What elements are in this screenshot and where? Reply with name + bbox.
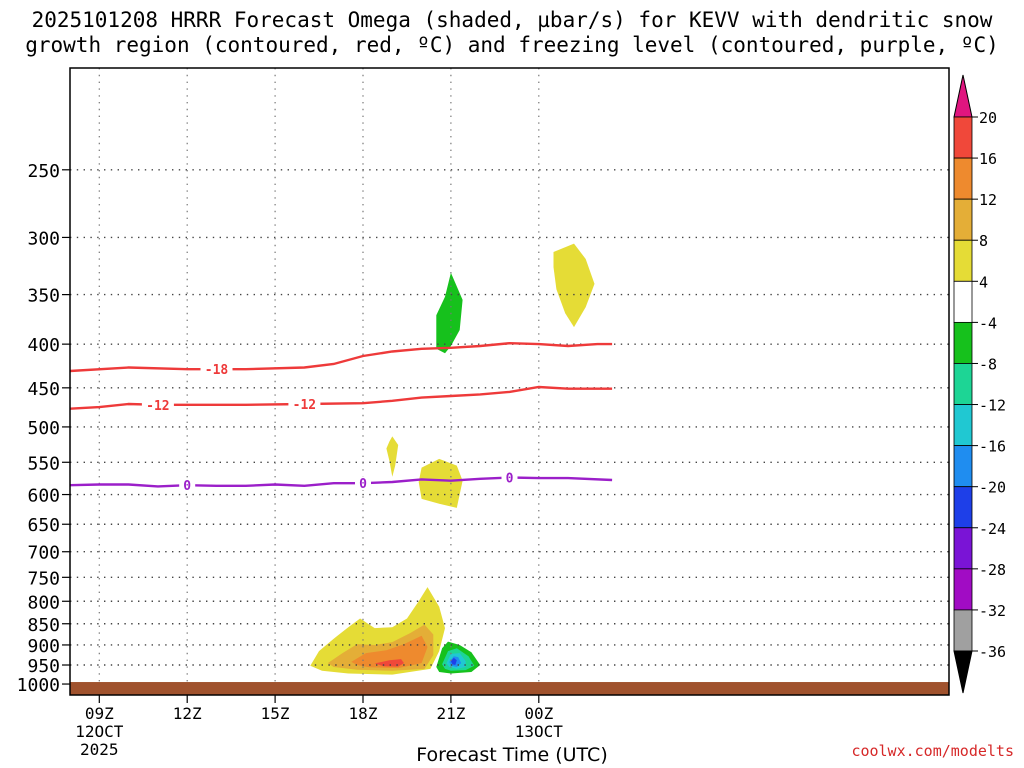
y-tick-label-750: 750 bbox=[27, 568, 60, 589]
x-tick-label-9-1: 12OCT bbox=[75, 722, 124, 741]
contour-label-bg--12C-0 bbox=[141, 397, 174, 412]
contour-label-0C-0: 0 bbox=[183, 479, 191, 494]
colorbar-segment-1 bbox=[953, 157, 973, 200]
colorbar-label-7: -12 bbox=[979, 397, 1006, 415]
colorbar-segment-6 bbox=[953, 363, 973, 405]
y-tick-label-950: 950 bbox=[27, 656, 60, 677]
y-tick-label-450: 450 bbox=[27, 379, 60, 400]
contour-label-bg-0C-0 bbox=[179, 478, 196, 493]
ground-surface bbox=[70, 682, 949, 695]
y-tick-label-1000: 1000 bbox=[17, 675, 60, 696]
colorbar-label-4: 4 bbox=[979, 273, 988, 291]
y-tick-label-800: 800 bbox=[27, 592, 60, 613]
colorbar-label-11: -28 bbox=[979, 561, 1006, 579]
y-tick-label-300: 300 bbox=[27, 228, 60, 249]
x-tick-label-24-1: 13OCT bbox=[515, 722, 564, 741]
y-tick-label-650: 650 bbox=[27, 515, 60, 536]
colorbar-segment-12 bbox=[953, 609, 973, 652]
colorbar-label-9: -20 bbox=[979, 479, 1006, 497]
colorbar-segment-8 bbox=[953, 445, 973, 488]
colorbar-label-2: 12 bbox=[979, 191, 997, 209]
colorbar-segment-2 bbox=[953, 198, 973, 241]
x-tick-label-21-0: 21Z bbox=[436, 704, 465, 723]
colorbar-label-6: -8 bbox=[979, 355, 997, 373]
colorbar-label-12: -32 bbox=[979, 602, 1006, 620]
colorbar-label-10: -24 bbox=[979, 520, 1006, 538]
x-tick-label-9-2: 2025 bbox=[80, 740, 119, 759]
contour-label-bg--12C-1 bbox=[288, 396, 321, 411]
y-tick-label-500: 500 bbox=[27, 418, 60, 439]
contour-label-0C-2: 0 bbox=[506, 471, 514, 486]
colorbar-segment-4 bbox=[953, 280, 973, 323]
omega-region-3 bbox=[418, 458, 463, 508]
x-axis-label: Forecast Time (UTC) bbox=[416, 744, 608, 766]
y-tick-label-250: 250 bbox=[27, 161, 60, 182]
contour-label--12C-1: -12 bbox=[293, 398, 316, 413]
colorbar-segment-7 bbox=[953, 404, 973, 447]
colorbar-segment-0 bbox=[953, 116, 973, 159]
colorbar-segment-9 bbox=[953, 486, 973, 529]
colorbar-label-3: 8 bbox=[979, 232, 988, 250]
y-tick-label-700: 700 bbox=[27, 543, 60, 564]
plot-frame bbox=[69, 67, 950, 696]
colorbar-label-1: 16 bbox=[979, 150, 997, 168]
omega-region-2 bbox=[386, 436, 399, 477]
contour--18C bbox=[70, 341, 613, 373]
colorbar-bottom-arrow bbox=[953, 650, 973, 694]
colorbar-segment-10 bbox=[953, 527, 973, 570]
colorbar-segment-11 bbox=[953, 568, 973, 611]
colorbar-label-0: 20 bbox=[979, 109, 997, 127]
contour-0C bbox=[70, 476, 613, 488]
contour-label-bg-0C-2 bbox=[501, 470, 518, 485]
colorbar-label-5: -4 bbox=[979, 314, 997, 332]
contour-label--18C-0: -18 bbox=[205, 363, 229, 378]
omega-region-1 bbox=[436, 272, 463, 354]
site-credit: coolwx.com/modelts bbox=[851, 742, 1014, 760]
contour-label--12C-0: -12 bbox=[146, 399, 169, 414]
colorbar-label-8: -16 bbox=[979, 438, 1006, 456]
omega-region-12 bbox=[450, 657, 457, 665]
x-tick-label-18-0: 18Z bbox=[349, 704, 378, 723]
contour-label-bg--18C-0 bbox=[200, 362, 233, 377]
colorbar-segment-5 bbox=[953, 321, 973, 364]
y-tick-label-350: 350 bbox=[27, 286, 60, 307]
y-tick-label-400: 400 bbox=[27, 335, 60, 356]
x-tick-label-15-0: 15Z bbox=[261, 704, 290, 723]
omega-region-6 bbox=[351, 635, 428, 669]
y-tick-label-550: 550 bbox=[27, 453, 60, 474]
chart-title-line2: growth region (contoured, red, ºC) and f… bbox=[25, 33, 999, 57]
x-tick-label-9-0: 09Z bbox=[85, 704, 114, 723]
y-tick-label-850: 850 bbox=[27, 615, 60, 636]
plot-area: -18 -12 -12 0 0 0 bbox=[70, 68, 949, 695]
omega-region-0 bbox=[553, 243, 595, 328]
colorbar-segment-3 bbox=[953, 239, 973, 282]
x-tick-label-24-0: 00Z bbox=[524, 704, 553, 723]
contour-label-bg-0C-1 bbox=[355, 476, 371, 491]
x-tick-label-12-0: 12Z bbox=[173, 704, 202, 723]
chart-title-line1: 2025101208 HRRR Forecast Omega (shaded, … bbox=[31, 8, 993, 32]
y-tick-label-600: 600 bbox=[27, 486, 60, 507]
contour-label-0C-1: 0 bbox=[359, 477, 367, 492]
y-tick-label-900: 900 bbox=[27, 636, 60, 657]
colorbar-label-13: -36 bbox=[979, 643, 1006, 661]
colorbar-top-arrow bbox=[953, 74, 973, 118]
